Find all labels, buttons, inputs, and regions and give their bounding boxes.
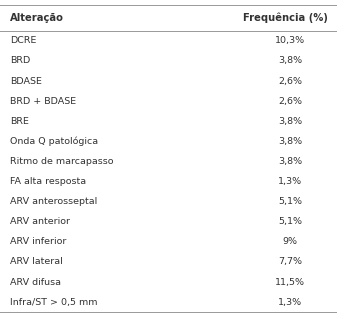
Text: ARV difusa: ARV difusa (10, 278, 61, 287)
Text: Frequência (%): Frequência (%) (243, 12, 328, 23)
Text: BDASE: BDASE (10, 76, 42, 86)
Text: 3,8%: 3,8% (278, 137, 302, 146)
Text: Infra/ST > 0,5 mm: Infra/ST > 0,5 mm (10, 298, 98, 307)
Text: Alteração: Alteração (10, 13, 64, 23)
Text: 3,8%: 3,8% (278, 56, 302, 65)
Text: 5,1%: 5,1% (278, 217, 302, 226)
Text: 11,5%: 11,5% (275, 278, 305, 287)
Text: BRD + BDASE: BRD + BDASE (10, 97, 76, 106)
Text: ARV inferior: ARV inferior (10, 237, 66, 246)
Text: BRD: BRD (10, 56, 30, 65)
Text: 3,8%: 3,8% (278, 157, 302, 166)
Text: DCRE: DCRE (10, 36, 36, 45)
Text: FA alta resposta: FA alta resposta (10, 177, 86, 186)
Text: BRE: BRE (10, 117, 29, 126)
Text: 1,3%: 1,3% (278, 298, 302, 307)
Text: 5,1%: 5,1% (278, 197, 302, 206)
Text: 2,6%: 2,6% (278, 97, 302, 106)
Text: Ritmo de marcapasso: Ritmo de marcapasso (10, 157, 114, 166)
Text: 2,6%: 2,6% (278, 76, 302, 86)
Text: 10,3%: 10,3% (275, 36, 305, 45)
Text: 9%: 9% (282, 237, 297, 246)
Text: ARV anterosseptal: ARV anterosseptal (10, 197, 97, 206)
Text: Onda Q patológica: Onda Q patológica (10, 137, 98, 146)
Text: ARV anterior: ARV anterior (10, 217, 70, 226)
Text: 7,7%: 7,7% (278, 257, 302, 267)
Text: 3,8%: 3,8% (278, 117, 302, 126)
Text: 1,3%: 1,3% (278, 177, 302, 186)
Text: ARV lateral: ARV lateral (10, 257, 63, 267)
